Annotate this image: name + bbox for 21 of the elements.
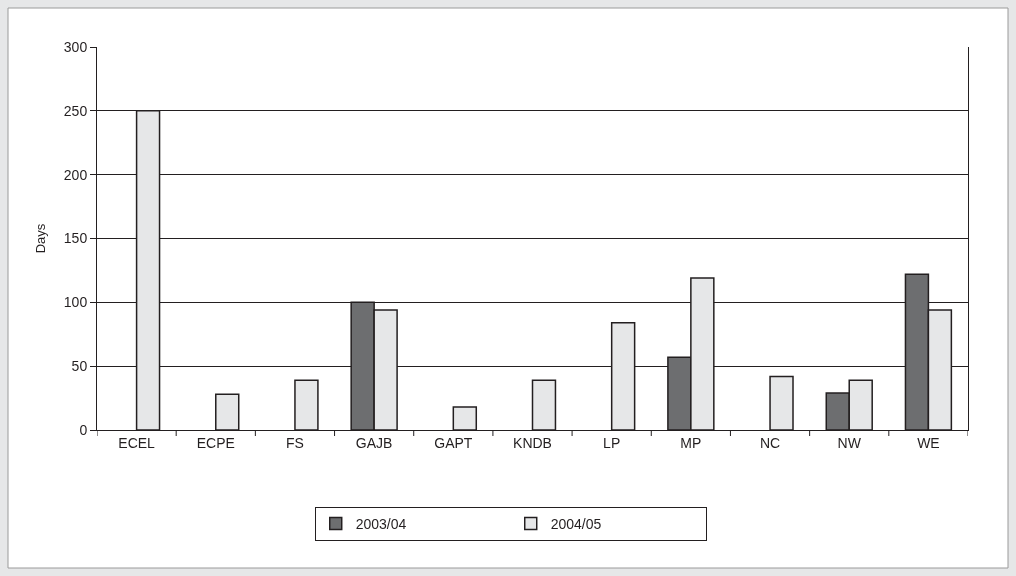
y-tick-label: 300 — [63, 38, 88, 55]
x-tick-label: NC — [759, 434, 781, 451]
y-axis-title: Days — [32, 223, 48, 254]
y-tick-label: 250 — [63, 102, 88, 119]
x-tick-label: FS — [286, 434, 304, 451]
x-tick-label: MP — [680, 434, 702, 451]
y-tick-label: 150 — [63, 230, 88, 247]
x-tick-label: KNDB — [513, 434, 552, 451]
y-tick-label: 200 — [63, 166, 88, 183]
y-tick-label: 100 — [63, 294, 88, 311]
legend-label: 2003/04 — [355, 515, 407, 532]
x-tick-label: NW — [837, 434, 862, 451]
x-tick-label: GAJB — [355, 434, 393, 451]
y-tick-label: 50 — [71, 358, 88, 375]
x-tick-label: GAPT — [434, 434, 473, 451]
x-tick-label: LP — [603, 434, 621, 451]
x-tick-label: ECEL — [118, 434, 156, 451]
x-tick-label: WE — [917, 434, 940, 451]
y-tick-label: 0 — [79, 421, 88, 438]
x-tick-label: ECPE — [196, 434, 235, 451]
legend-label: 2004/05 — [550, 515, 602, 532]
